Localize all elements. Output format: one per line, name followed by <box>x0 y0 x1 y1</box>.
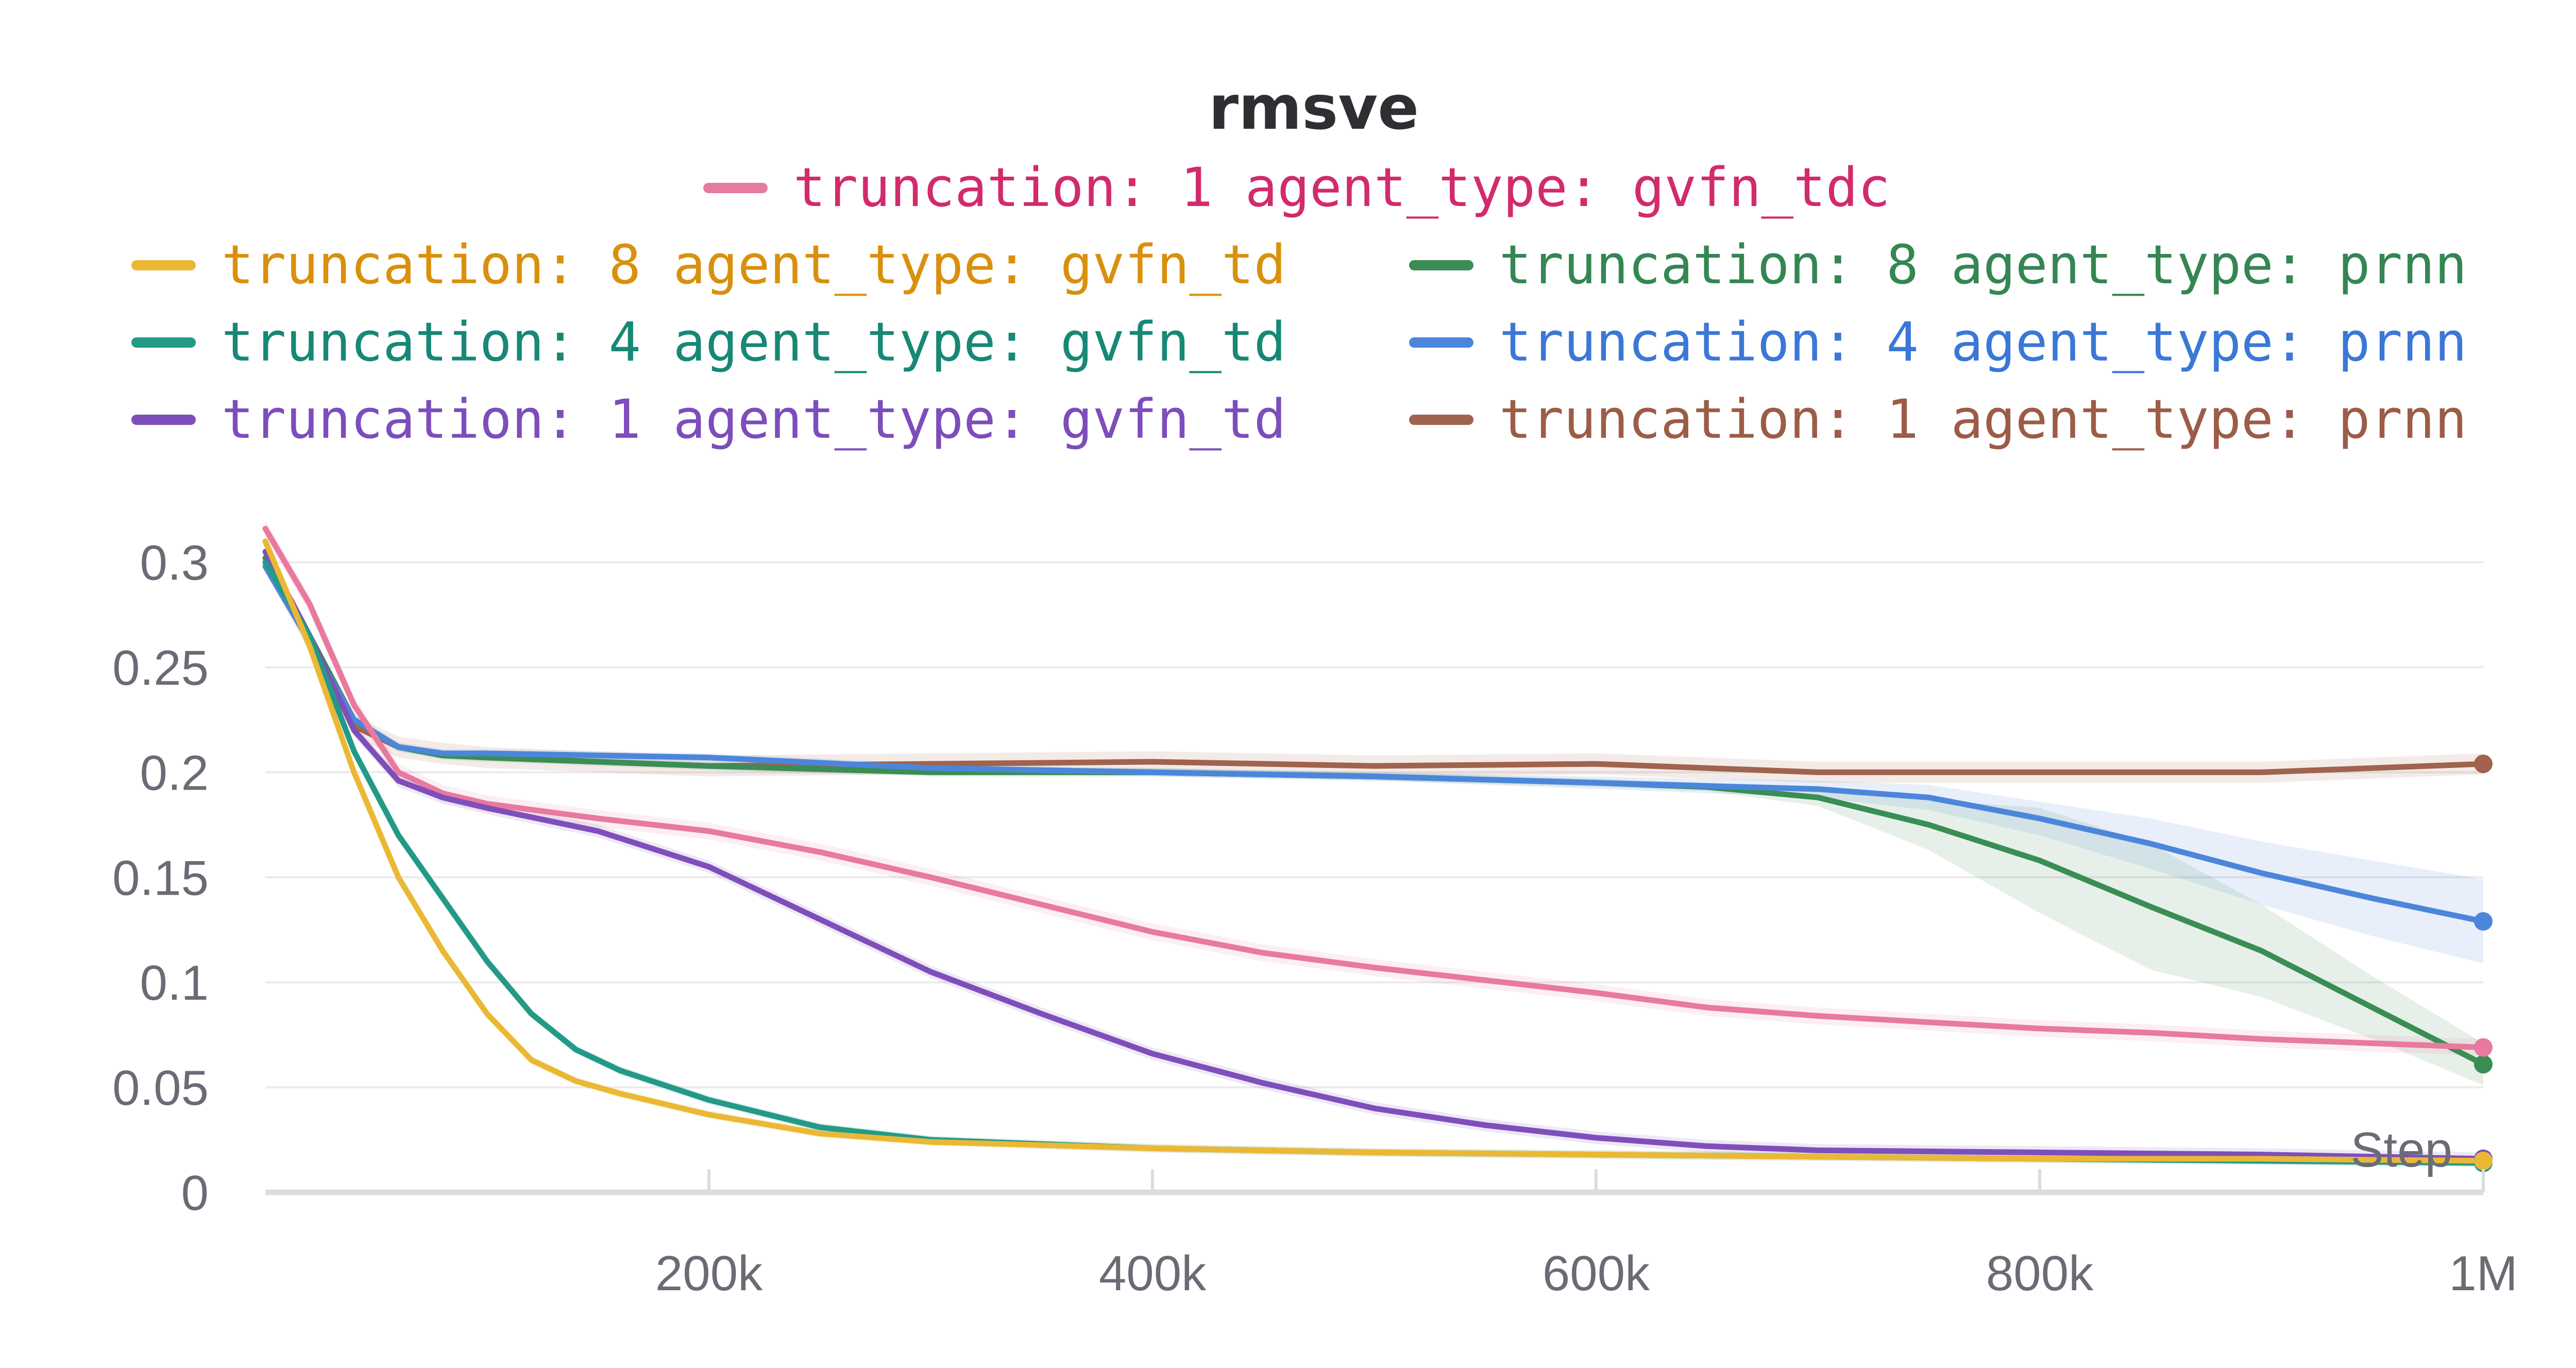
y-tick-label: 0.1 <box>140 955 209 1011</box>
x-axis-ticks: 200k 400k 600k 800k 1M <box>655 1169 2518 1301</box>
line-truncation-8-agent-type-gvfn-td <box>262 538 2486 1164</box>
y-tick-label: 0.25 <box>112 640 209 695</box>
legend-label: truncation: 1 agent_type: prnn <box>1499 388 2467 451</box>
band-truncation-1-agent-type-gvfn-tdc <box>265 520 2483 1056</box>
legend-item-truncation-1-agent-type-gvfn-td: truncation: 1 agent_type: gvfn_td <box>131 388 1286 451</box>
line-truncation-4-agent-type-prnn <box>262 563 2486 925</box>
legend-item-truncation-1-agent-type-prnn: truncation: 1 agent_type: prnn <box>1409 388 2467 451</box>
y-tick-label: 0.2 <box>140 745 209 800</box>
x-tick-label: 1M <box>2449 1246 2517 1301</box>
line-truncation-1-agent-type-prnn <box>262 559 2486 775</box>
legend-item-truncation-1-agent-type-gvfn-tdc: truncation: 1 agent_type: gvfn_tdc <box>703 156 1890 219</box>
y-tick-label: 0.05 <box>112 1061 209 1116</box>
legend-label: truncation: 8 agent_type: gvfn_td <box>222 233 1286 296</box>
x-tick-label: 800k <box>1986 1246 2094 1301</box>
gridlines <box>265 561 2483 1195</box>
series-endpoints <box>2474 755 2493 1172</box>
y-tick-label: 0 <box>181 1166 209 1221</box>
line-truncation-1-agent-type-gvfn-tdc <box>262 525 2486 1051</box>
x-axis-label: Step <box>2351 1122 2452 1177</box>
chart-title: rmsve <box>1209 72 1419 143</box>
endpoint-truncation-8-agent-type-gvfn-td <box>2474 1151 2493 1170</box>
endpoint-truncation-1-agent-type-prnn <box>2474 755 2493 774</box>
legend-label: truncation: 4 agent_type: prnn <box>1499 311 2467 373</box>
legend-label: truncation: 1 agent_type: gvfn_tdc <box>793 156 1890 219</box>
endpoint-truncation-8-agent-type-prnn <box>2474 1055 2493 1074</box>
legend-item-truncation-4-agent-type-prnn: truncation: 4 agent_type: prnn <box>1409 311 2467 373</box>
series-lines <box>262 525 2486 1166</box>
y-tick-label: 0.3 <box>140 536 209 591</box>
legend-item-truncation-8-agent-type-prnn: truncation: 8 agent_type: prnn <box>1409 233 2467 296</box>
y-axis-ticks: 0 0.05 0.1 0.15 0.2 0.25 0.3 <box>112 536 209 1221</box>
endpoint-truncation-4-agent-type-prnn <box>2474 912 2493 931</box>
endpoint-truncation-1-agent-type-gvfn-tdc <box>2474 1038 2493 1057</box>
y-tick-label: 0.15 <box>112 850 209 905</box>
legend-label: truncation: 1 agent_type: gvfn_td <box>222 388 1286 451</box>
legend-label: truncation: 4 agent_type: gvfn_td <box>222 311 1286 373</box>
legend-item-truncation-8-agent-type-gvfn-td: truncation: 8 agent_type: gvfn_td <box>131 233 1286 296</box>
legend: truncation: 1 agent_type: gvfn_tdctrunca… <box>131 156 2467 451</box>
line-truncation-1-agent-type-gvfn-td <box>262 549 2486 1162</box>
legend-item-truncation-4-agent-type-gvfn-td: truncation: 4 agent_type: gvfn_td <box>131 311 1286 373</box>
legend-label: truncation: 8 agent_type: prnn <box>1499 233 2467 296</box>
x-tick-label: 600k <box>1543 1246 1650 1301</box>
x-tick-label: 200k <box>655 1246 763 1301</box>
x-tick-label: 400k <box>1099 1246 1207 1301</box>
